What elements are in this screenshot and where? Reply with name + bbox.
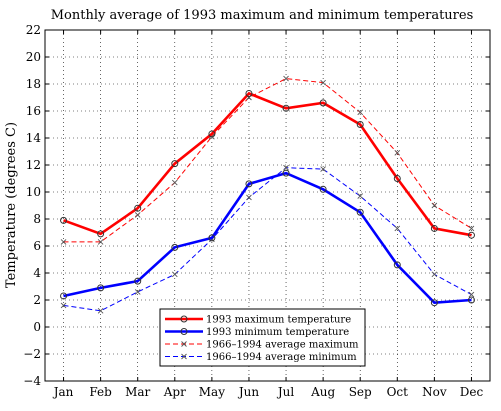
y-tick-label: 10 xyxy=(26,185,41,199)
data-point-marker xyxy=(356,121,364,128)
data-point-marker xyxy=(467,231,475,239)
series-3 xyxy=(60,75,475,245)
data-point-marker xyxy=(393,175,401,182)
x-tick-label: Apr xyxy=(163,385,186,399)
x-tick-label: Dec xyxy=(460,385,484,399)
plot-frame xyxy=(44,29,491,382)
data-point-marker xyxy=(356,208,364,216)
series-line xyxy=(63,167,472,312)
data-point-marker xyxy=(60,216,68,224)
data-point-marker xyxy=(208,234,216,242)
data-point-marker xyxy=(283,164,289,171)
series-line xyxy=(63,171,472,305)
data-point-marker xyxy=(171,179,178,186)
y-tick-label: −4 xyxy=(23,374,41,388)
x-tick-label: May xyxy=(199,385,225,399)
data-point-marker xyxy=(468,291,475,298)
legend-label: 1993 minimum temperature xyxy=(206,327,349,338)
y-tick-label: 0 xyxy=(33,320,41,334)
series-lines xyxy=(60,75,475,314)
data-point-marker xyxy=(431,271,438,278)
x-tick-label: Mar xyxy=(125,385,150,399)
y-tick-label: 20 xyxy=(26,50,41,64)
y-tick-label: 16 xyxy=(26,104,41,118)
data-point-marker xyxy=(181,341,187,347)
series-line xyxy=(63,91,472,237)
data-point-marker xyxy=(134,212,141,218)
data-point-marker xyxy=(180,315,188,323)
x-tick-label: Sep xyxy=(349,385,372,399)
y-axis-label: Temperature (degrees C) xyxy=(4,122,19,288)
data-point-marker xyxy=(319,185,327,193)
data-point-marker xyxy=(171,271,178,278)
data-point-marker xyxy=(245,89,253,97)
data-point-marker xyxy=(319,99,327,107)
data-point-marker xyxy=(282,104,290,112)
series-line xyxy=(63,78,472,243)
y-tick-label: 14 xyxy=(26,131,42,145)
data-point-marker xyxy=(60,292,68,300)
data-point-marker xyxy=(208,130,216,138)
data-point-marker xyxy=(134,289,141,295)
plot-border xyxy=(44,29,491,382)
y-tick-label: 22 xyxy=(26,23,41,37)
legend-entry: 1966–1994 average maximum xyxy=(165,340,359,351)
series-4 xyxy=(60,164,475,314)
y-tick-label: 18 xyxy=(26,77,41,91)
axis-ticks: −4 −2 0 2 4 6 8 10 12 14 16 18 20 22 Jan Feb Mar Apr May Ju… xyxy=(23,23,490,399)
data-point-marker xyxy=(393,261,401,269)
data-point-marker xyxy=(60,239,67,245)
data-point-marker xyxy=(60,302,67,309)
data-point-marker xyxy=(394,150,401,156)
chart-title: Monthly average of 1993 maximum and mini… xyxy=(51,8,474,23)
x-tick-label: Jul xyxy=(276,385,295,399)
x-tick-label: Jan xyxy=(52,385,74,399)
data-point-marker xyxy=(357,193,364,199)
legend-label: 1993 maximum temperature xyxy=(206,315,351,326)
y-tick-label: 2 xyxy=(33,293,41,307)
data-point-marker xyxy=(171,243,179,251)
data-point-marker xyxy=(246,194,252,201)
data-point-marker xyxy=(468,225,475,232)
data-point-marker xyxy=(283,75,289,82)
x-tick-label: Feb xyxy=(89,385,112,399)
data-point-marker xyxy=(134,277,142,285)
data-point-marker xyxy=(181,353,187,360)
data-point-marker xyxy=(431,202,438,209)
series-1 xyxy=(60,89,475,239)
data-point-marker xyxy=(357,109,364,116)
data-point-marker xyxy=(245,180,253,188)
data-point-marker xyxy=(430,224,438,232)
legend-entry: 1966–1994 average minimum xyxy=(165,352,357,363)
data-point-marker xyxy=(97,230,105,238)
series-2 xyxy=(60,169,475,307)
y-tick-label: 12 xyxy=(26,158,41,172)
legend-entry: 1993 maximum temperature xyxy=(165,315,351,326)
data-point-marker xyxy=(97,307,104,314)
data-point-marker xyxy=(282,169,290,177)
legend-entry: 1993 minimum temperature xyxy=(165,327,349,338)
y-tick-label: 8 xyxy=(33,212,41,226)
data-point-marker xyxy=(320,79,326,86)
y-tick-label: 6 xyxy=(33,239,41,253)
data-point-marker xyxy=(180,328,188,335)
data-point-marker xyxy=(171,160,179,168)
y-tick-label: −2 xyxy=(23,347,41,361)
data-point-marker xyxy=(467,296,475,304)
legend-label: 1966–1994 average maximum xyxy=(206,340,359,351)
data-point-marker xyxy=(97,284,105,292)
legend-label: 1966–1994 average minimum xyxy=(206,352,357,363)
data-point-marker xyxy=(394,225,401,232)
y-tick-label: 4 xyxy=(33,266,41,280)
data-point-marker xyxy=(320,166,326,172)
data-point-marker xyxy=(97,239,104,245)
x-tick-label: Nov xyxy=(422,385,447,399)
x-tick-label: Aug xyxy=(310,385,335,399)
x-tick-label: Jun xyxy=(237,385,260,399)
data-point-marker xyxy=(134,204,142,212)
data-point-marker xyxy=(430,299,438,307)
x-tick-label: Oct xyxy=(387,385,409,399)
